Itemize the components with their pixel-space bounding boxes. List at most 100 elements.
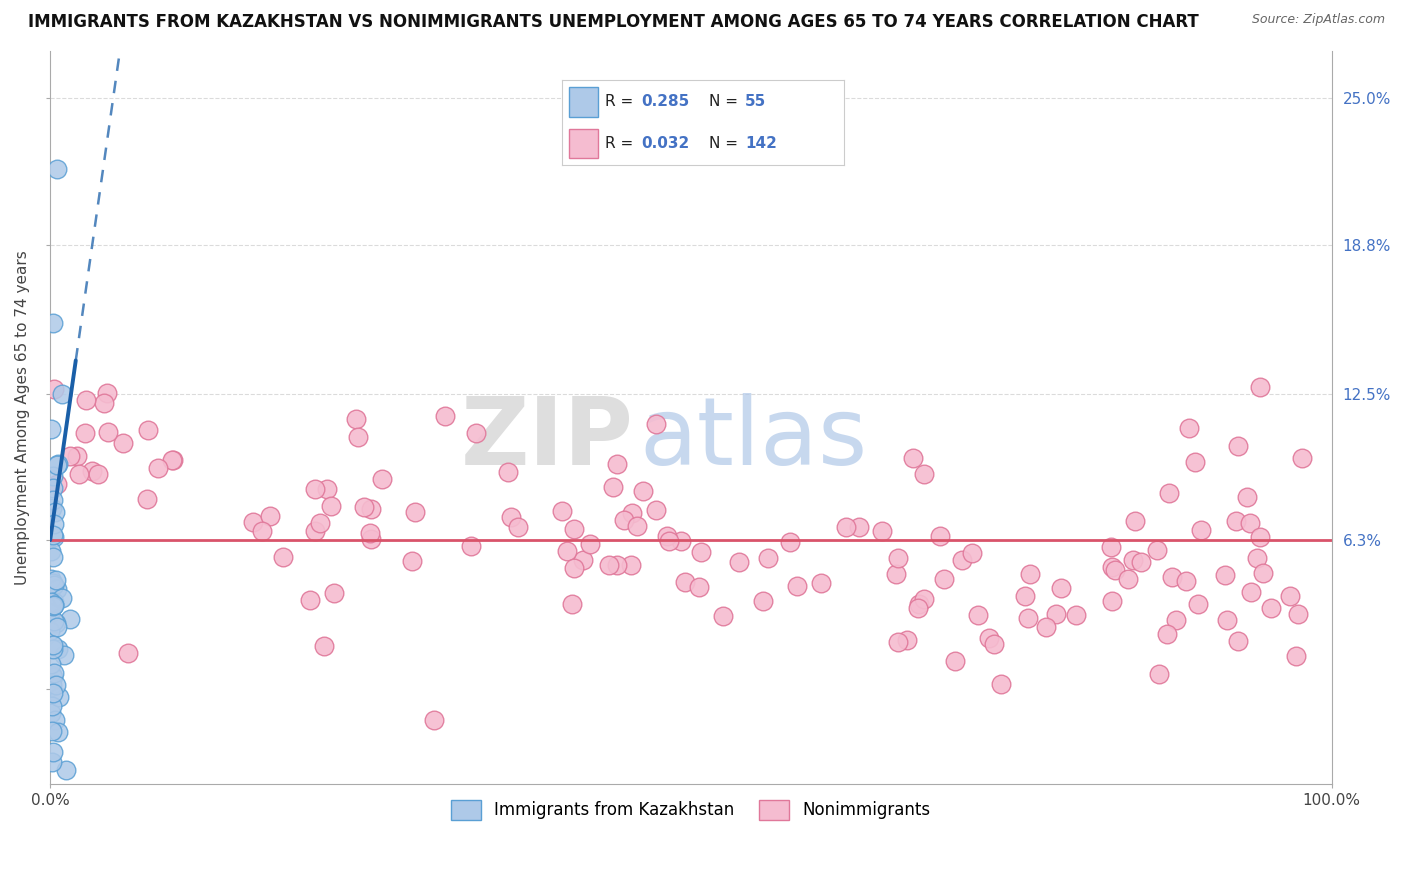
Point: [934, 572, 956, 586]
Point: [645, 502, 668, 516]
Point: [870, 524, 893, 538]
Point: [111, 436, 134, 450]
Point: [1099, 540, 1122, 554]
Point: [401, 554, 423, 568]
Point: [42, 641, 65, 656]
Point: [943, 654, 966, 668]
Point: [48, 690, 70, 704]
Point: [1159, 486, 1181, 500]
Point: [59, 449, 82, 463]
Point: [572, 553, 595, 567]
Point: [271, 550, 294, 565]
Point: [1216, 613, 1239, 627]
Point: [52, 648, 75, 663]
Point: [990, 677, 1012, 691]
Point: [45, 582, 67, 597]
Point: [626, 519, 648, 533]
Point: [506, 520, 529, 534]
Point: [39, 606, 62, 620]
Point: [39, 657, 62, 671]
Point: [259, 508, 281, 523]
Point: [117, 646, 139, 660]
Point: [45, 574, 67, 588]
Point: [360, 501, 382, 516]
Point: [41, 469, 63, 483]
Point: [1049, 582, 1071, 596]
Point: [44, 713, 66, 727]
Point: [1178, 421, 1201, 435]
Point: [907, 600, 929, 615]
Point: [42, 516, 65, 531]
Point: [908, 598, 931, 612]
Point: [42, 745, 65, 759]
Point: [564, 561, 586, 575]
Point: [966, 607, 988, 622]
Point: [728, 555, 751, 569]
Point: [250, 524, 273, 538]
Point: [347, 430, 370, 444]
Point: [80, 464, 103, 478]
Point: [75, 392, 97, 407]
Point: [41, 723, 63, 738]
Point: [1101, 594, 1123, 608]
Text: N =: N =: [709, 95, 742, 110]
Point: [551, 504, 574, 518]
Point: [633, 483, 655, 498]
Point: [45, 677, 67, 691]
Point: [1064, 607, 1087, 622]
Point: [901, 450, 924, 465]
Point: [41, 500, 63, 515]
Point: [42, 316, 65, 330]
Point: [59, 612, 82, 626]
Point: [1149, 667, 1171, 681]
Point: [51, 591, 73, 605]
Point: [1286, 607, 1309, 622]
Point: [312, 639, 335, 653]
Text: R =: R =: [605, 136, 638, 151]
Point: [1164, 613, 1187, 627]
Point: [1101, 560, 1123, 574]
Point: [48, 641, 70, 656]
Point: [39, 572, 62, 586]
Point: [835, 520, 858, 534]
Point: [884, 567, 907, 582]
Point: [1156, 627, 1178, 641]
Point: [304, 524, 326, 538]
Point: [87, 467, 110, 482]
Point: [39, 422, 62, 436]
Point: [606, 558, 628, 572]
Point: [1146, 543, 1168, 558]
Point: [344, 412, 367, 426]
Point: [460, 539, 482, 553]
Point: [673, 574, 696, 589]
Point: [44, 505, 66, 519]
Point: [1130, 555, 1153, 569]
Text: R =: R =: [605, 95, 638, 110]
Text: 0.285: 0.285: [641, 95, 689, 110]
Point: [44, 598, 66, 612]
Point: [658, 533, 681, 548]
Point: [887, 550, 910, 565]
Point: [73, 426, 96, 441]
Point: [51, 386, 73, 401]
Point: [136, 491, 159, 506]
Point: [501, 509, 523, 524]
Point: [912, 592, 935, 607]
Text: IMMIGRANTS FROM KAZAKHSTAN VS NONIMMIGRANTS UNEMPLOYMENT AMONG AGES 65 TO 74 YEA: IMMIGRANTS FROM KAZAKHSTAN VS NONIMMIGRA…: [28, 13, 1199, 31]
Point: [1251, 566, 1274, 580]
Point: [1017, 611, 1039, 625]
Point: [962, 546, 984, 560]
Point: [756, 551, 779, 566]
Text: N =: N =: [709, 136, 742, 151]
Point: [950, 552, 973, 566]
Point: [359, 525, 381, 540]
Point: [41, 755, 63, 769]
Point: [1189, 523, 1212, 537]
Point: [41, 595, 63, 609]
Point: [1035, 620, 1057, 634]
Text: atlas: atlas: [640, 393, 868, 485]
Point: [786, 579, 808, 593]
Point: [1225, 514, 1247, 528]
Point: [322, 586, 344, 600]
Point: [1184, 455, 1206, 469]
